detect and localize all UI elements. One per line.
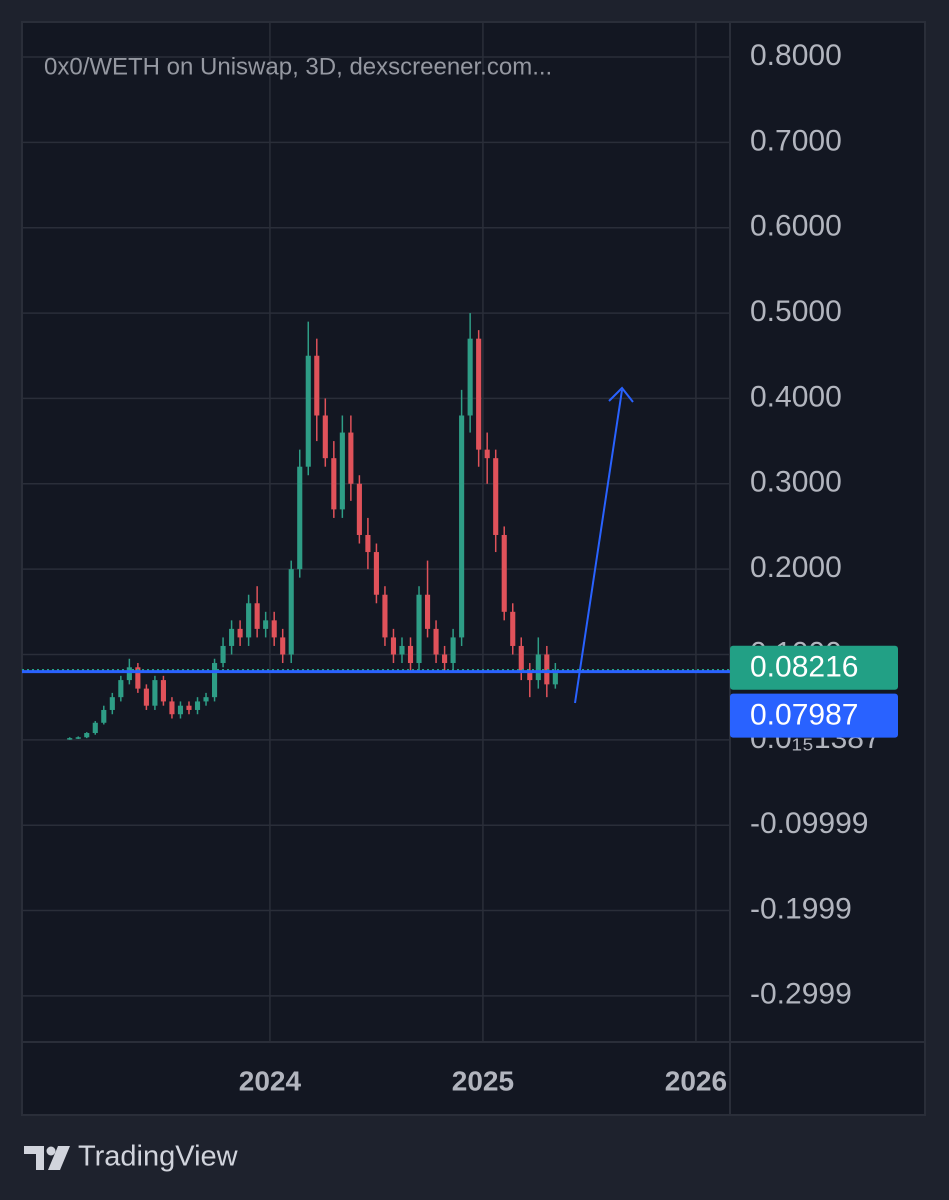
y-tick-label: 0.7000 [750,124,842,157]
x-tick-label: 2024 [239,1065,302,1096]
candle-body [518,645,524,672]
candle-body [407,645,414,664]
candle-body [535,654,541,681]
price-label-box [730,693,898,738]
candle-body [297,466,303,570]
candle-body [135,667,141,689]
candle-body [552,671,558,685]
candle-body [220,645,226,664]
candle-body [246,603,252,638]
candle-body [365,534,371,553]
candle-body [84,733,90,738]
candles [67,313,558,740]
candle-body [229,628,235,646]
y-tick-label: -0.09999 [750,807,868,840]
candle-body [527,671,533,681]
candle-body [263,620,269,629]
y-tick-label: -0.1999 [750,892,852,925]
candle-body [459,415,465,638]
y-tick-label: 0.4000 [750,380,842,413]
candle-body [510,611,516,646]
y-tick-label: 0.8000 [750,39,842,72]
candle-body [152,680,158,706]
y-tick-label: 0.2000 [750,551,842,584]
candle-body [544,654,550,685]
candle-body [356,483,362,535]
price-label: 0.08216 [750,651,858,684]
candle-body [305,355,311,467]
candle-body [339,432,345,510]
candle-body [67,738,73,740]
candle-body [237,628,243,638]
brand-logo [24,1146,70,1170]
candle-body [424,594,431,629]
candle-body [254,603,260,629]
price-lines [22,668,730,674]
time-axis: 2024 2025 2026 [239,1065,727,1096]
candle-body [484,449,490,459]
y-tick-label: -0.2999 [750,978,852,1011]
candle-body [288,569,294,655]
candle-body [109,697,115,710]
candle-body [186,705,192,710]
candle-body [101,709,107,723]
candle-body [92,722,98,734]
price-label-box [730,645,898,690]
candle-body [433,628,439,655]
y-tick-label: 0.6000 [750,210,842,243]
candle-body [280,637,286,655]
candle-body [467,338,473,416]
x-tick-label: 2026 [665,1065,727,1096]
candle-body [501,534,507,612]
candle-body [271,620,277,638]
brand-name: TradingView [78,1141,239,1173]
candle-body [399,645,405,655]
candle-body [203,697,209,702]
candle-body [126,667,132,681]
y-tick-label: 0.5000 [750,295,842,328]
y-tick-label: 0.3000 [750,466,842,499]
candle-body [416,594,422,664]
candle-body [118,680,124,698]
chart-title: 0x0/WETH on Uniswap, 3D, dexscreener.com… [44,53,552,80]
candle-body [177,705,184,715]
candle-body [322,415,328,459]
candle-body [169,701,175,715]
candle-body [450,637,456,664]
x-tick-label: 2025 [452,1065,514,1096]
candle-body [160,680,166,702]
candle-body [382,594,388,638]
candle-body [211,663,218,698]
candle-body [373,552,379,595]
candle-body [442,654,448,664]
candle-body [194,701,201,710]
candle-body [75,737,81,739]
arrow-drawing [574,386,634,704]
price-labels: 0.08216 0.07987 [730,645,898,738]
candle-body [348,432,354,484]
candle-body [493,458,499,535]
candle-body [143,688,149,706]
candle-body [331,458,337,510]
price-label: 0.07987 [750,699,858,732]
candle-body [390,637,397,655]
candle-body [476,338,482,450]
candle-body [314,355,320,416]
